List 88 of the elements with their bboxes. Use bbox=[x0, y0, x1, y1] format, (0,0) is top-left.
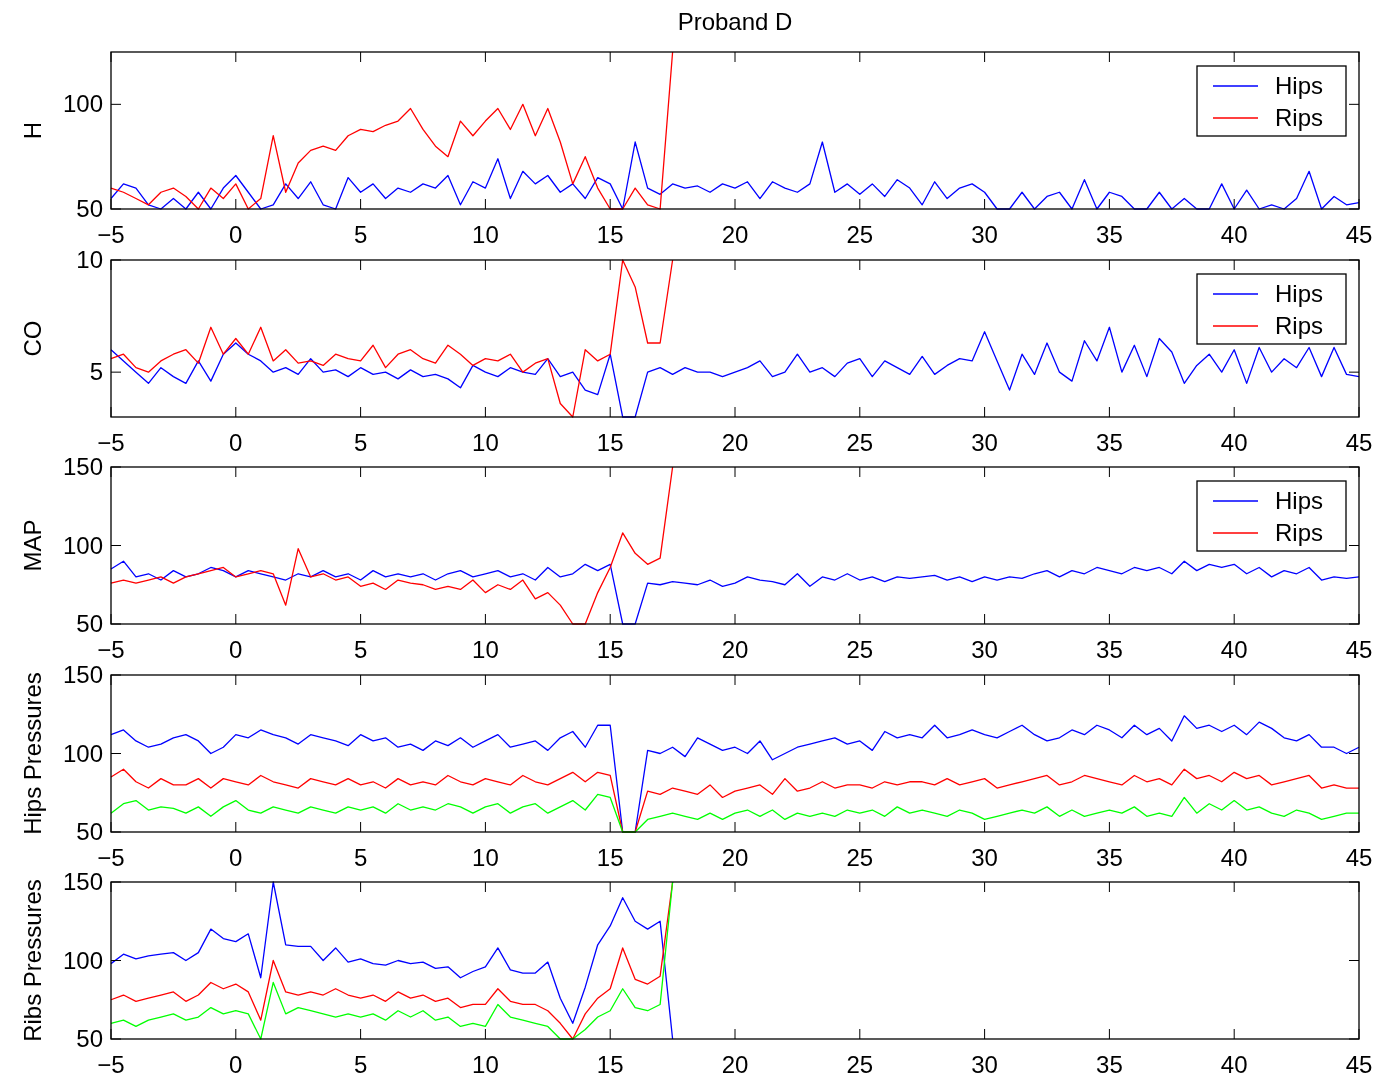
y-tick-label: 50 bbox=[76, 195, 103, 222]
x-tick-label: 35 bbox=[1096, 1051, 1123, 1078]
legend-label: Rips bbox=[1275, 312, 1324, 339]
x-tick-label: 35 bbox=[1096, 221, 1123, 248]
x-tick-label: −5 bbox=[97, 844, 125, 871]
y-tick-label: 100 bbox=[62, 739, 103, 767]
x-tick-label: 40 bbox=[1220, 636, 1248, 663]
x-tick-label: 5 bbox=[353, 429, 368, 456]
x-tick-label: 0 bbox=[229, 221, 243, 248]
x-tick-label: 45 bbox=[1345, 1051, 1373, 1078]
x-tick-label: 40 bbox=[1220, 221, 1248, 248]
y-tick-label: 100 bbox=[62, 90, 103, 118]
x-tick-label: 35 bbox=[1096, 429, 1123, 456]
x-tick-label: 30 bbox=[971, 1051, 998, 1078]
y-tick-label: 50 bbox=[76, 1025, 103, 1052]
y-tick-label: 10 bbox=[76, 246, 103, 273]
x-tick-label: 40 bbox=[1220, 429, 1248, 456]
x-tick-label: 30 bbox=[971, 429, 998, 456]
x-tick-label: 0 bbox=[229, 636, 243, 663]
x-tick-label: 30 bbox=[971, 221, 998, 248]
x-tick-label: 10 bbox=[472, 1051, 499, 1078]
x-tick-label: 10 bbox=[472, 844, 499, 871]
x-tick-label: 5 bbox=[353, 221, 368, 248]
x-tick-label: 10 bbox=[472, 221, 499, 248]
y-tick-label: 150 bbox=[62, 868, 103, 895]
legend-label: Hips bbox=[1275, 487, 1324, 514]
y-axis-title: MAP bbox=[19, 519, 46, 572]
y-tick-label: 100 bbox=[62, 946, 103, 974]
y-axis-title: H bbox=[19, 121, 46, 140]
y-tick-label: 50 bbox=[76, 610, 103, 637]
x-tick-label: 35 bbox=[1096, 636, 1123, 663]
x-tick-label: 0 bbox=[229, 844, 243, 871]
line-series bbox=[110, 768, 1360, 833]
x-tick-label: 25 bbox=[846, 636, 874, 663]
legend-label: Rips bbox=[1275, 104, 1324, 131]
line-series bbox=[110, 560, 1360, 625]
x-tick-label: −5 bbox=[97, 636, 125, 663]
y-tick-label: 50 bbox=[76, 818, 103, 845]
x-tick-label: 45 bbox=[1345, 221, 1373, 248]
x-tick-label: 20 bbox=[721, 636, 749, 663]
x-tick-label: 40 bbox=[1220, 844, 1248, 871]
x-tick-label: 15 bbox=[596, 1051, 624, 1078]
x-tick-label: 25 bbox=[846, 221, 874, 248]
x-tick-label: 0 bbox=[229, 1051, 243, 1078]
line-series bbox=[110, 141, 1360, 210]
x-tick-label: 5 bbox=[353, 844, 368, 871]
x-tick-label: 20 bbox=[721, 844, 749, 871]
line-series bbox=[110, 466, 674, 625]
x-tick-label: 15 bbox=[596, 844, 624, 871]
x-tick-label: 30 bbox=[971, 844, 998, 871]
legend-label: Hips bbox=[1275, 72, 1324, 99]
y-axis-title: Ribs Pressures bbox=[19, 879, 46, 1042]
x-tick-label: 35 bbox=[1096, 844, 1123, 871]
legend-label: Rips bbox=[1275, 519, 1324, 546]
x-tick-label: 0 bbox=[229, 429, 243, 456]
x-tick-label: 20 bbox=[721, 1051, 749, 1078]
legend-label: Hips bbox=[1275, 280, 1324, 307]
x-tick-label: 5 bbox=[353, 636, 368, 663]
x-tick-label: 10 bbox=[472, 636, 499, 663]
x-tick-label: −5 bbox=[97, 1051, 125, 1078]
line-series bbox=[110, 793, 1360, 833]
x-tick-label: 45 bbox=[1345, 429, 1373, 456]
x-tick-label: 30 bbox=[971, 636, 998, 663]
x-tick-label: 20 bbox=[721, 429, 749, 456]
chart-title: Proband D bbox=[677, 8, 793, 35]
y-axis-title: Hips Pressures bbox=[19, 672, 46, 835]
x-tick-label: 40 bbox=[1220, 1051, 1248, 1078]
line-series bbox=[110, 51, 674, 210]
y-tick-label: 150 bbox=[62, 453, 103, 480]
x-tick-label: 45 bbox=[1345, 636, 1373, 663]
x-tick-label: 25 bbox=[846, 844, 874, 871]
x-tick-label: 15 bbox=[596, 221, 624, 248]
y-tick-label: 100 bbox=[62, 531, 103, 559]
x-tick-label: 45 bbox=[1345, 844, 1373, 871]
x-tick-label: 25 bbox=[846, 429, 874, 456]
y-tick-label: 150 bbox=[62, 661, 103, 688]
x-tick-label: 10 bbox=[472, 429, 499, 456]
x-tick-label: 15 bbox=[596, 636, 624, 663]
x-tick-label: −5 bbox=[97, 221, 125, 248]
line-series bbox=[110, 881, 674, 1040]
y-tick-label: 5 bbox=[89, 358, 103, 386]
x-tick-label: 20 bbox=[721, 221, 749, 248]
y-axis-title: CO bbox=[19, 320, 46, 357]
x-tick-label: 15 bbox=[596, 429, 624, 456]
x-tick-label: −5 bbox=[97, 429, 125, 456]
x-tick-label: 25 bbox=[846, 1051, 874, 1078]
x-tick-label: 5 bbox=[353, 1051, 368, 1078]
line-series bbox=[110, 259, 674, 418]
